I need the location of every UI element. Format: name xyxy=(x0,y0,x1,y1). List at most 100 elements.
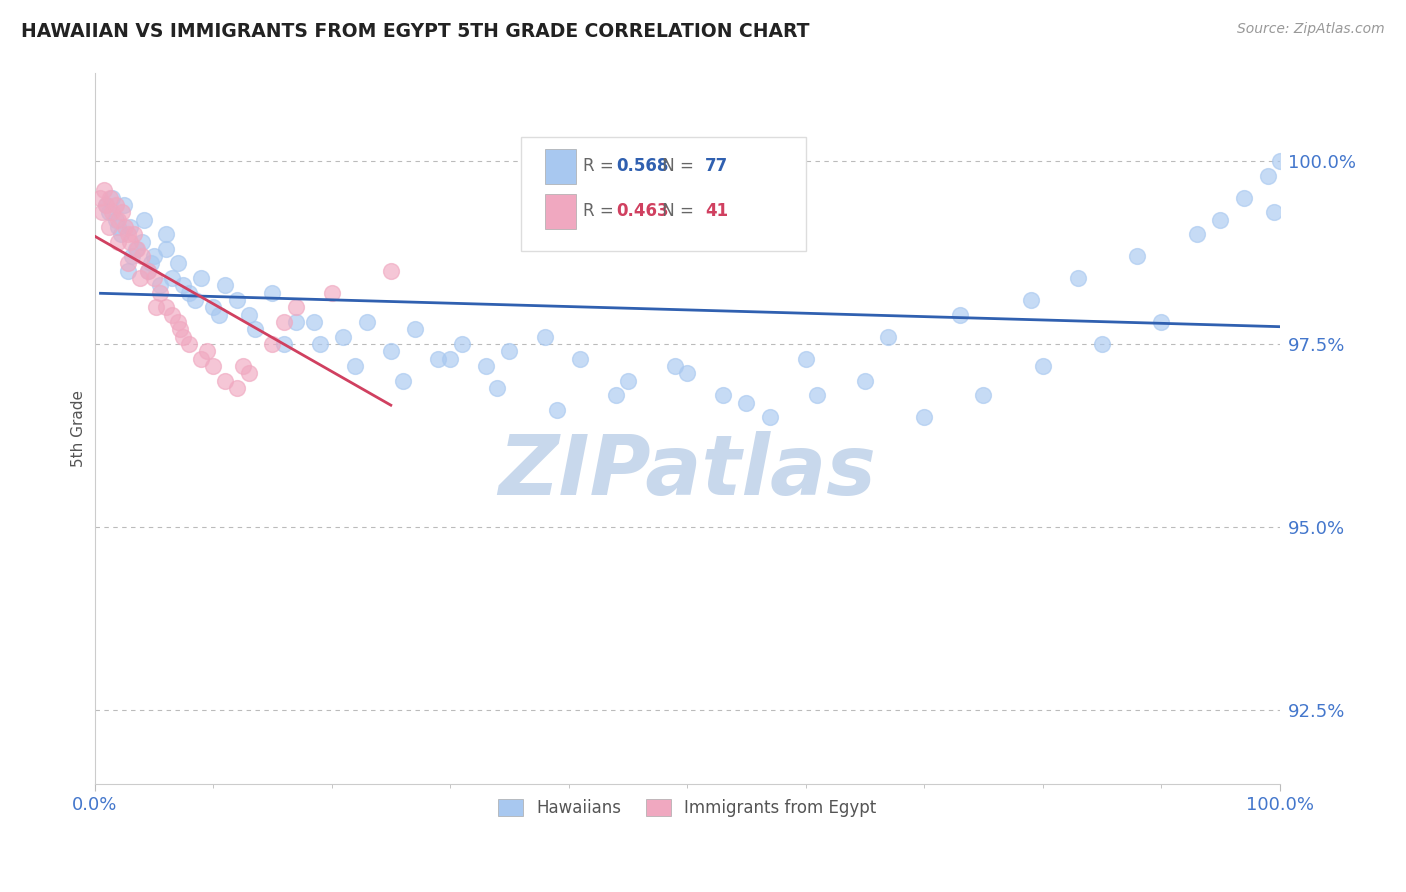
Point xyxy=(107,235,129,249)
Point xyxy=(202,301,225,315)
Point xyxy=(1257,169,1279,183)
Text: 77: 77 xyxy=(704,157,728,175)
Point xyxy=(273,315,295,329)
Point xyxy=(1126,249,1149,263)
Point xyxy=(605,388,627,402)
Point xyxy=(208,308,231,322)
Point xyxy=(676,367,699,381)
Point xyxy=(101,190,124,204)
Legend: Hawaiians, Immigrants from Egypt: Hawaiians, Immigrants from Egypt xyxy=(489,790,884,825)
Point xyxy=(155,242,177,256)
Point xyxy=(93,183,115,197)
Point xyxy=(238,367,260,381)
Text: R =: R = xyxy=(582,157,619,175)
Point xyxy=(1091,337,1114,351)
Point xyxy=(214,278,236,293)
Point xyxy=(179,285,201,300)
Point xyxy=(380,264,402,278)
Point xyxy=(569,351,592,366)
Point xyxy=(1268,153,1291,168)
Point xyxy=(877,330,900,344)
Point xyxy=(1150,315,1173,329)
Point xyxy=(546,403,568,417)
Point xyxy=(262,285,284,300)
Point xyxy=(145,301,167,315)
Point xyxy=(166,256,188,270)
Point xyxy=(98,190,121,204)
Point xyxy=(107,219,129,234)
Point xyxy=(948,308,970,322)
Point xyxy=(107,212,129,227)
Point xyxy=(759,410,782,425)
Point xyxy=(1067,271,1090,285)
Point xyxy=(439,351,461,366)
Point xyxy=(96,198,118,212)
Point xyxy=(172,330,194,344)
Point xyxy=(794,351,817,366)
Point xyxy=(1263,205,1285,219)
Point xyxy=(285,301,308,315)
Point xyxy=(356,315,378,329)
Point xyxy=(141,256,163,270)
Point xyxy=(104,212,127,227)
Point xyxy=(664,359,686,373)
Point xyxy=(285,315,308,329)
Point xyxy=(321,285,343,300)
Point xyxy=(498,344,520,359)
Text: 41: 41 xyxy=(704,202,728,219)
FancyBboxPatch shape xyxy=(522,137,806,251)
Point xyxy=(534,330,557,344)
Point xyxy=(112,198,135,212)
Point xyxy=(912,410,935,425)
Point xyxy=(114,219,136,234)
Point xyxy=(232,359,254,373)
Point xyxy=(474,359,496,373)
Point xyxy=(142,271,165,285)
Point xyxy=(134,212,156,227)
Point xyxy=(97,219,120,234)
Point xyxy=(735,395,758,409)
Point xyxy=(214,374,236,388)
Point xyxy=(120,235,142,249)
Point xyxy=(131,249,153,263)
Point xyxy=(166,315,188,329)
Text: N =: N = xyxy=(658,157,700,175)
Point xyxy=(172,278,194,293)
Point xyxy=(972,388,994,402)
Point xyxy=(225,381,247,395)
Point xyxy=(486,381,509,395)
Point xyxy=(96,198,118,212)
Point xyxy=(1233,190,1256,204)
Point xyxy=(131,235,153,249)
Point xyxy=(136,264,159,278)
Point xyxy=(308,337,330,351)
Point xyxy=(110,227,132,242)
Point xyxy=(169,322,191,336)
Point xyxy=(184,293,207,307)
Point xyxy=(111,205,134,219)
Point xyxy=(302,315,325,329)
Text: 0.568: 0.568 xyxy=(616,157,668,175)
FancyBboxPatch shape xyxy=(546,149,575,184)
Text: N =: N = xyxy=(658,202,700,219)
Point xyxy=(149,278,172,293)
Point xyxy=(142,249,165,263)
Point xyxy=(149,285,172,300)
Point xyxy=(125,242,148,256)
Point xyxy=(1209,212,1232,227)
Point xyxy=(332,330,354,344)
Point xyxy=(380,344,402,359)
Point xyxy=(104,198,127,212)
Point xyxy=(155,227,177,242)
Text: Source: ZipAtlas.com: Source: ZipAtlas.com xyxy=(1237,22,1385,37)
Text: HAWAIIAN VS IMMIGRANTS FROM EGYPT 5TH GRADE CORRELATION CHART: HAWAIIAN VS IMMIGRANTS FROM EGYPT 5TH GR… xyxy=(21,22,810,41)
Point xyxy=(117,256,139,270)
Point xyxy=(344,359,367,373)
Point xyxy=(806,388,828,402)
Y-axis label: 5th Grade: 5th Grade xyxy=(72,390,86,467)
Point xyxy=(101,205,124,219)
Point xyxy=(117,264,139,278)
Point xyxy=(853,374,876,388)
Point xyxy=(155,301,177,315)
Text: R =: R = xyxy=(582,202,619,219)
